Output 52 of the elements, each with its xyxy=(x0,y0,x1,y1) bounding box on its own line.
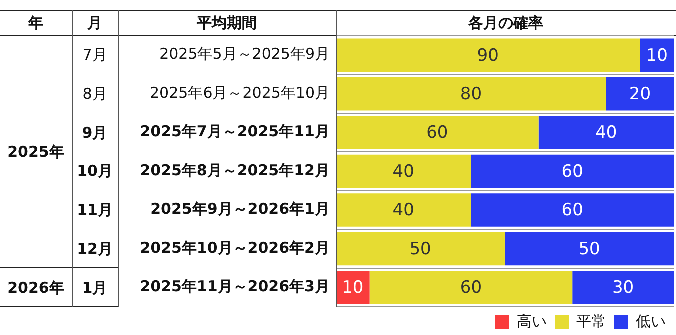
data-label: 40 xyxy=(596,123,618,144)
data-label: 60 xyxy=(460,278,482,298)
data-label: 50 xyxy=(410,239,432,260)
bar xyxy=(336,194,472,227)
data-label: 10 xyxy=(342,278,364,298)
data-label: 30 xyxy=(612,278,634,298)
bar xyxy=(336,77,606,111)
y-tick-label: 2025年9月～2026年1月 xyxy=(150,200,330,218)
y-tick-label: 2025年11月～2026年3月 xyxy=(140,278,330,296)
bar xyxy=(538,116,674,150)
data-label: 60 xyxy=(562,162,584,182)
y-tick-label: 2025年6月～2025年10月 xyxy=(150,84,330,102)
text: 11月 xyxy=(76,200,114,222)
text: 2026年 xyxy=(6,278,66,299)
bar xyxy=(471,154,674,188)
y-tick-label: 2025年10月～2026年2月 xyxy=(140,238,330,257)
text: 8月 xyxy=(82,84,108,106)
y-tick-label: 2025年8月～2025年12月 xyxy=(140,161,330,180)
data-label: 90 xyxy=(477,46,499,66)
text: 月 xyxy=(86,12,104,34)
text: 1月 xyxy=(81,278,109,299)
text: 2025年 xyxy=(6,142,66,164)
bar xyxy=(572,270,674,304)
data-label: 50 xyxy=(578,239,600,260)
text: 9月 xyxy=(81,122,109,144)
legend-label: 低い xyxy=(636,312,666,330)
data-label: 40 xyxy=(392,162,414,182)
text: 7月 xyxy=(82,45,108,66)
bar xyxy=(336,116,539,150)
data-label: 60 xyxy=(562,200,584,221)
bar xyxy=(471,194,674,227)
text: 12月 xyxy=(76,238,114,260)
text: 各月の確率 xyxy=(468,12,544,34)
text: 平均期間 xyxy=(196,12,258,34)
data-label: 60 xyxy=(426,123,448,144)
data-label: 20 xyxy=(629,84,652,104)
bar xyxy=(336,154,472,188)
bar xyxy=(336,38,640,72)
bar xyxy=(505,232,674,266)
text: 10月 xyxy=(76,161,114,182)
bar xyxy=(336,232,505,266)
text: 年 xyxy=(27,12,44,34)
y-tick-label: 2025年7月～2025年11月 xyxy=(140,122,330,141)
legend-label: 平常 xyxy=(576,312,606,330)
legend-label: 高い xyxy=(517,312,547,330)
data-label: 80 xyxy=(460,84,482,104)
bar xyxy=(370,270,573,304)
data-label: 40 xyxy=(392,200,414,221)
data-label: 10 xyxy=(646,46,668,66)
bar xyxy=(606,77,674,111)
bar xyxy=(640,38,674,72)
y-tick-label: 2025年5月～2025年9月 xyxy=(160,45,330,64)
